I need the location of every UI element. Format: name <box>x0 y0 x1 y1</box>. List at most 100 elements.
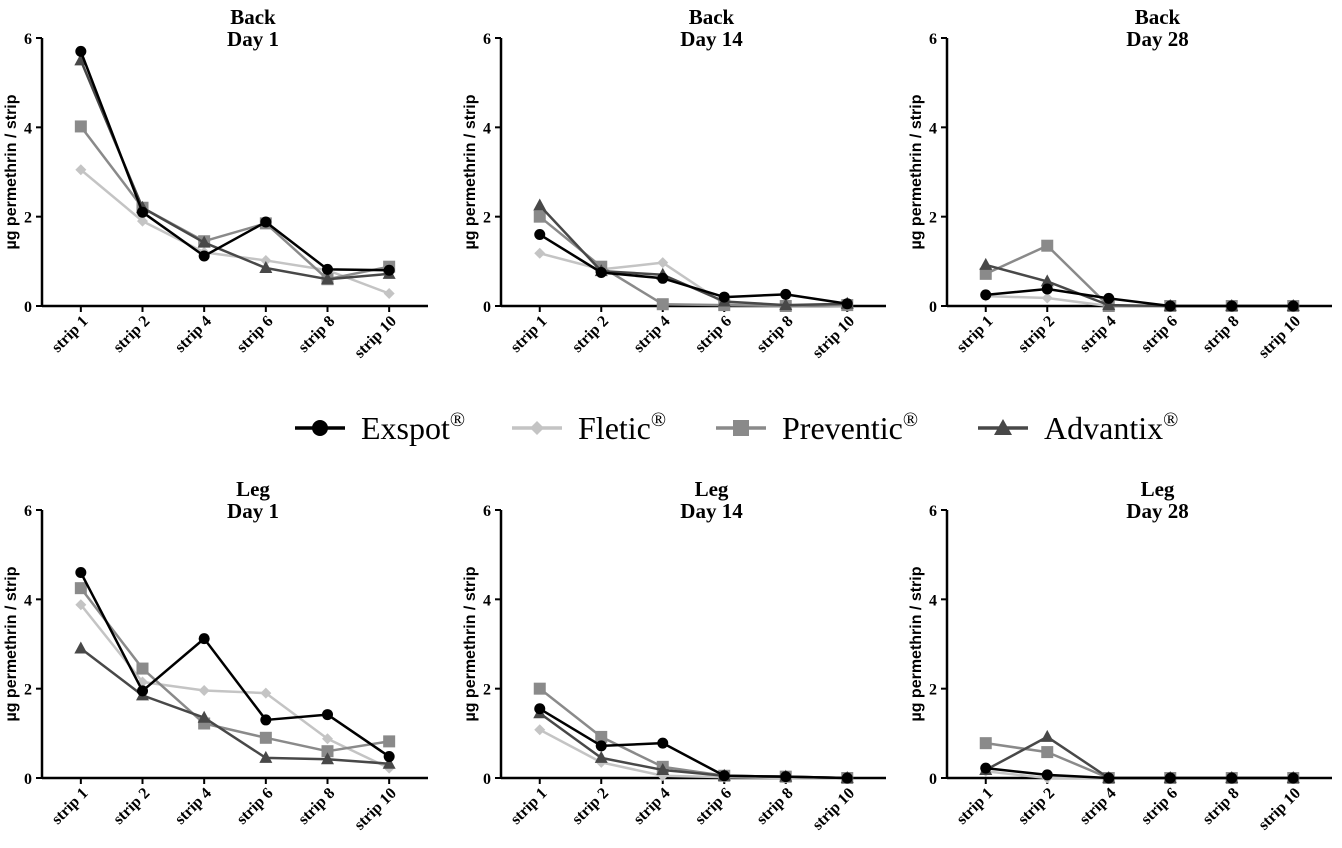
y-axis-label: µg permethrin / strip <box>908 566 925 721</box>
data-point-fletic <box>322 733 333 745</box>
data-point-fletic <box>534 247 546 259</box>
x-tick-label: strip 1 <box>953 313 996 356</box>
data-point-preventic <box>74 582 87 595</box>
data-point-advantix <box>779 298 793 311</box>
data-point-preventic <box>533 210 546 223</box>
x-tick-label: strip 4 <box>630 785 673 828</box>
data-point-exspot <box>1226 300 1238 312</box>
data-point-preventic <box>259 731 272 744</box>
y-axis-label: µg permethrin / strip <box>3 566 20 721</box>
y-tick-label: 6 <box>24 31 32 48</box>
series-line-preventic <box>79 587 390 753</box>
data-point-fletic <box>657 257 669 269</box>
y-tick-label: 2 <box>929 210 937 227</box>
y-tick-label: 2 <box>24 210 32 227</box>
y-axis-label: µg permethrin / strip <box>462 566 479 721</box>
data-point-advantix <box>259 261 273 274</box>
data-point-advantix <box>197 710 211 723</box>
data-point-exspot <box>137 206 148 218</box>
x-tick-label: strip 1 <box>507 313 550 356</box>
chart-title-line: Day 28 <box>1126 27 1188 51</box>
data-point-exspot <box>260 216 272 228</box>
x-tick-label: strip 4 <box>630 313 673 356</box>
data-point-exspot <box>980 289 992 301</box>
data-point-preventic <box>74 120 87 133</box>
registered-mark: ® <box>651 409 666 431</box>
x-tick-label: strip 8 <box>295 785 338 828</box>
series-line-fletic <box>539 252 848 308</box>
data-point-preventic <box>1041 746 1054 759</box>
y-tick-label: 4 <box>483 120 491 137</box>
legend-marker-preventic <box>733 420 749 436</box>
data-point-advantix <box>533 198 547 211</box>
chart-title-line: Back <box>230 5 276 29</box>
series-line-exspot <box>985 766 1294 780</box>
x-tick-label: strip 8 <box>1199 313 1242 356</box>
x-tick-label: strip 1 <box>49 313 92 356</box>
legend-label-exspot: Exspot® <box>361 409 465 446</box>
data-point-exspot <box>137 685 148 697</box>
chart-title-line: Day 14 <box>680 27 743 51</box>
data-point-exspot <box>718 770 730 782</box>
legend-label-advantix: Advantix® <box>1044 409 1178 446</box>
x-tick-label: strip 8 <box>753 785 796 828</box>
data-point-advantix <box>382 756 396 769</box>
x-tick-label: strip 1 <box>507 785 550 828</box>
legend-marker-fletic <box>530 421 544 435</box>
series-line-advantix <box>80 647 390 765</box>
y-tick-label: 4 <box>24 592 32 609</box>
legend-marker-exspot <box>312 420 328 436</box>
x-tick-label: strip 6 <box>234 785 277 828</box>
data-point-advantix <box>321 272 334 285</box>
x-tick-label: strip 1 <box>953 785 996 828</box>
chart-title-line: Leg <box>236 477 270 501</box>
series-line-advantix <box>538 204 848 307</box>
data-point-advantix <box>1102 298 1116 311</box>
data-point-fletic <box>75 599 87 611</box>
data-point-preventic <box>656 298 669 311</box>
y-tick-label: 6 <box>929 31 937 48</box>
data-point-exspot <box>1287 300 1299 312</box>
y-tick-label: 0 <box>483 771 491 788</box>
y-tick-label: 6 <box>24 503 32 520</box>
data-point-preventic <box>979 737 992 750</box>
data-point-fletic <box>383 287 395 299</box>
data-point-preventic <box>979 267 992 280</box>
data-point-exspot <box>780 771 792 783</box>
x-tick-label: strip 8 <box>1199 785 1242 828</box>
data-point-exspot <box>198 250 210 262</box>
data-point-exspot <box>1041 283 1053 295</box>
x-tick-label: strip 1 <box>49 785 92 828</box>
data-point-exspot <box>1041 769 1053 781</box>
chart-title-line: Back <box>689 5 735 29</box>
series-line-preventic <box>538 215 848 308</box>
data-point-exspot <box>657 272 669 284</box>
data-point-exspot <box>1164 300 1176 312</box>
data-point-advantix <box>321 752 334 765</box>
data-point-exspot <box>595 267 607 278</box>
data-point-advantix <box>594 750 608 763</box>
data-point-exspot <box>534 703 546 715</box>
y-axis-label: µg permethrin / strip <box>462 94 479 249</box>
series-line-advantix <box>539 712 848 780</box>
x-tick-label: strip 10 <box>809 785 858 834</box>
chart-title-line: Day 28 <box>1126 499 1188 523</box>
series-line-advantix <box>985 263 1294 308</box>
y-tick-label: 6 <box>483 503 491 520</box>
chart-title-line: Day 14 <box>680 499 743 523</box>
series-line-exspot <box>79 571 390 758</box>
data-point-fletic <box>260 254 272 266</box>
legend: Exspot® Fletic® Preventic® Advantix® <box>295 409 1178 446</box>
x-tick-label: strip 2 <box>110 313 153 356</box>
data-point-advantix <box>197 235 211 248</box>
x-tick-label: strip 10 <box>351 785 400 834</box>
y-tick-label: 6 <box>483 31 491 48</box>
x-tick-label: strip 6 <box>1138 785 1181 828</box>
chart-title-line: Day 1 <box>227 499 279 523</box>
x-tick-label: strip 8 <box>295 313 338 356</box>
x-tick-label: strip 4 <box>172 313 215 356</box>
x-tick-label: strip 10 <box>351 313 400 362</box>
data-point-advantix <box>259 750 273 763</box>
